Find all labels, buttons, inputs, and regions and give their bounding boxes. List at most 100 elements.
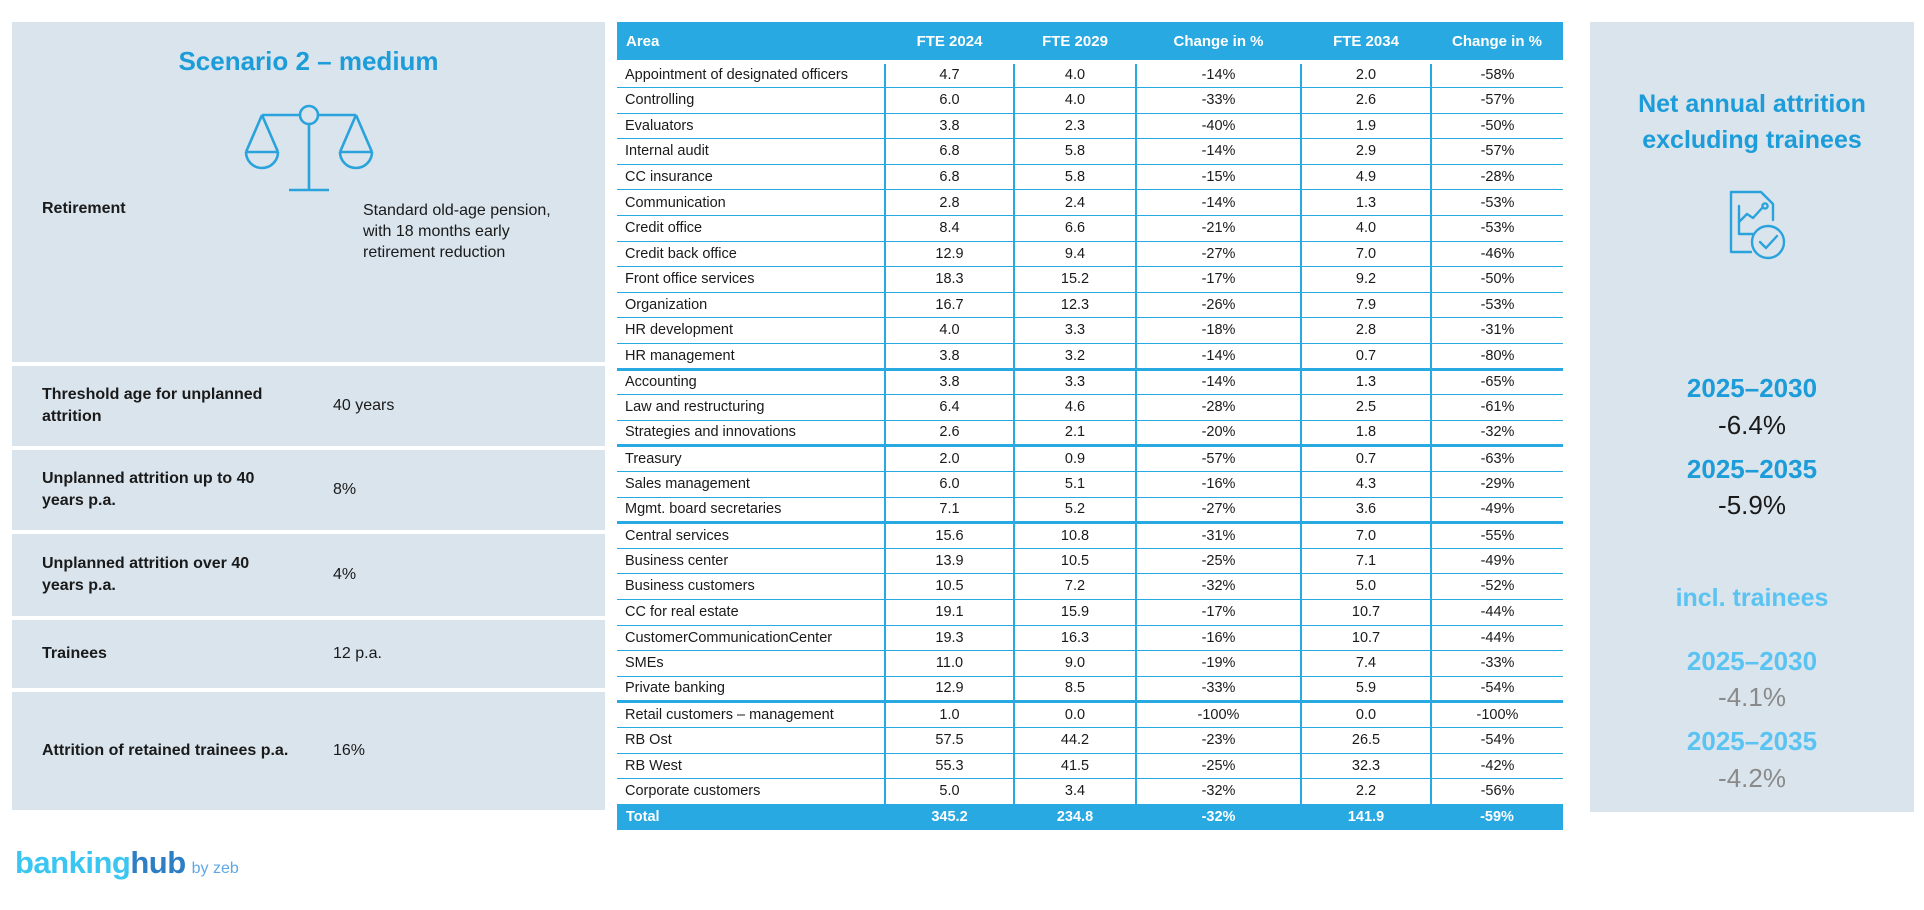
value-cell: 8.4	[884, 215, 1014, 242]
value-cell: 0.0	[1013, 701, 1136, 728]
value-cell: -14%	[1135, 369, 1301, 396]
value-cell: 2.0	[884, 445, 1014, 472]
parameter-label: Retirement	[42, 200, 126, 217]
value-cell: 5.8	[1013, 164, 1136, 191]
value-cell: -19%	[1135, 650, 1301, 677]
logo-byline: by zeb	[191, 860, 239, 877]
column-header-fte-2024: FTE 2024	[885, 22, 1014, 64]
value-cell: 16.7	[884, 292, 1014, 319]
fte-table: Area FTE 2024 FTE 2029 Change in % FTE 2…	[617, 22, 1563, 831]
value-cell: 1.3	[1300, 369, 1431, 396]
value-cell: 4.3	[1300, 471, 1431, 498]
area-cell: Mgmt. board secretaries	[617, 497, 885, 525]
total-value: 345.2	[885, 804, 1014, 831]
total-value: 141.9	[1301, 804, 1431, 831]
value-cell: -44%	[1430, 599, 1563, 626]
value-cell: 11.0	[884, 650, 1014, 677]
area-cell: Strategies and innovations	[617, 420, 885, 448]
table-row: Business customers 10.5 7.2 -32% 5.0 -52%	[617, 573, 1563, 600]
parameter-row: Trainees 12 p.a.	[12, 620, 605, 688]
value-cell: 5.9	[1300, 676, 1431, 704]
value-cell: 6.4	[884, 394, 1014, 421]
value-cell: 1.9	[1300, 113, 1431, 140]
value-cell: 2.5	[1300, 394, 1431, 421]
value-cell: 7.9	[1300, 292, 1431, 319]
value-cell: -31%	[1135, 522, 1301, 549]
value-cell: -26%	[1135, 292, 1301, 319]
value-cell: -61%	[1430, 394, 1563, 421]
value-cell: 15.2	[1013, 266, 1136, 293]
parameter-label: Attrition of retained trainees p.a.	[42, 742, 289, 760]
value-cell: 3.8	[884, 113, 1014, 140]
parameter-value: 8%	[333, 481, 357, 499]
total-value: 234.8	[1014, 804, 1136, 831]
document-chart-check-icon	[1590, 180, 1914, 275]
value-cell: -14%	[1135, 189, 1301, 217]
value-cell: 6.6	[1013, 215, 1136, 242]
value-cell: -54%	[1430, 676, 1563, 704]
table-header-row: Area FTE 2024 FTE 2029 Change in % FTE 2…	[617, 22, 1563, 64]
value-cell: -100%	[1430, 701, 1563, 728]
parameter-label: Unplanned attrition over 40 years p.a.	[42, 555, 250, 594]
table-row: Law and restructuring 6.4 4.6 -28% 2.5 -61%	[617, 394, 1563, 421]
value-cell: -28%	[1135, 394, 1301, 421]
table-row: Credit back office 12.9 9.4 -27% 7.0 -46%	[617, 241, 1563, 268]
value-cell: -14%	[1135, 62, 1301, 89]
table-row: Retail customers – management 1.0 0.0 -100%…	[617, 701, 1563, 728]
table-row: Private banking 12.9 8.5 -33% 5.9 -54%	[617, 676, 1563, 704]
total-value: -59%	[1431, 804, 1563, 831]
value-cell: 2.6	[884, 420, 1014, 448]
value-cell: 10.8	[1013, 522, 1136, 549]
value-cell: -23%	[1135, 727, 1301, 754]
area-cell: CC insurance	[617, 164, 885, 191]
value-cell: 0.7	[1300, 343, 1431, 371]
value-cell: 7.4	[1300, 650, 1431, 677]
table-row: Evaluators 3.8 2.3 -40% 1.9 -50%	[617, 113, 1563, 140]
area-cell: Corporate customers	[617, 778, 885, 805]
table-row: Communication 2.8 2.4 -14% 1.3 -53%	[617, 189, 1563, 217]
value-cell: 1.8	[1300, 420, 1431, 448]
value-cell: 2.8	[884, 189, 1014, 217]
value-cell: 3.3	[1013, 317, 1136, 345]
value-cell: 2.8	[1300, 317, 1431, 345]
value-cell: 26.5	[1300, 727, 1431, 754]
value-cell: -56%	[1430, 778, 1563, 805]
value-cell: 5.0	[1300, 573, 1431, 600]
table-total-row: Total 345.2 234.8 -32% 141.9 -59%	[617, 804, 1563, 831]
area-cell: Credit back office	[617, 241, 885, 268]
table-row: Internal audit 6.8 5.8 -14% 2.9 -57%	[617, 138, 1563, 165]
area-cell: Internal audit	[617, 138, 885, 165]
value-cell: 2.9	[1300, 138, 1431, 165]
value-cell: -29%	[1430, 471, 1563, 498]
table-row: CustomerCommunicationCenter 19.3 16.3 -16% 1…	[617, 625, 1563, 652]
value-cell: 7.2	[1013, 573, 1136, 600]
scenario-header-section: Scenario 2 – medium Retirement Standard …	[12, 22, 605, 362]
area-cell: Private banking	[617, 676, 885, 704]
value-cell: 5.2	[1013, 497, 1136, 525]
period-label: 2025–2030	[1686, 646, 1818, 676]
area-cell: Evaluators	[617, 113, 885, 140]
value-cell: 2.3	[1013, 113, 1136, 140]
attrition-panel-title: Net annual attrition excluding trainees	[1638, 90, 1866, 155]
value-cell: 4.0	[1300, 215, 1431, 242]
parameter-row: Unplanned attrition over 40 years p.a. 4…	[12, 534, 605, 616]
logo-part-hub: hub	[130, 845, 186, 880]
value-cell: 55.3	[884, 753, 1014, 780]
parameter-value: 4%	[333, 566, 357, 584]
table-row: HR development 4.0 3.3 -18% 2.8 -31%	[617, 317, 1563, 345]
parameter-label: Trainees	[42, 645, 107, 663]
value-cell: 19.1	[884, 599, 1014, 626]
value-cell: -17%	[1135, 599, 1301, 626]
table-row: CC insurance 6.8 5.8 -15% 4.9 -28%	[617, 164, 1563, 191]
value-cell: 3.2	[1013, 343, 1136, 371]
area-cell: Organization	[617, 292, 885, 319]
value-cell: 6.8	[884, 138, 1014, 165]
value-cell: 6.8	[884, 164, 1014, 191]
value-cell: 0.0	[1300, 701, 1431, 728]
value-cell: 4.7	[884, 62, 1014, 89]
value-cell: -33%	[1135, 676, 1301, 704]
column-header-change-2: Change in %	[1431, 22, 1563, 64]
value-cell: -32%	[1430, 420, 1563, 448]
table-row: Accounting 3.8 3.3 -14% 1.3 -65%	[617, 369, 1563, 396]
period-label: 2025–2035	[1686, 726, 1818, 756]
